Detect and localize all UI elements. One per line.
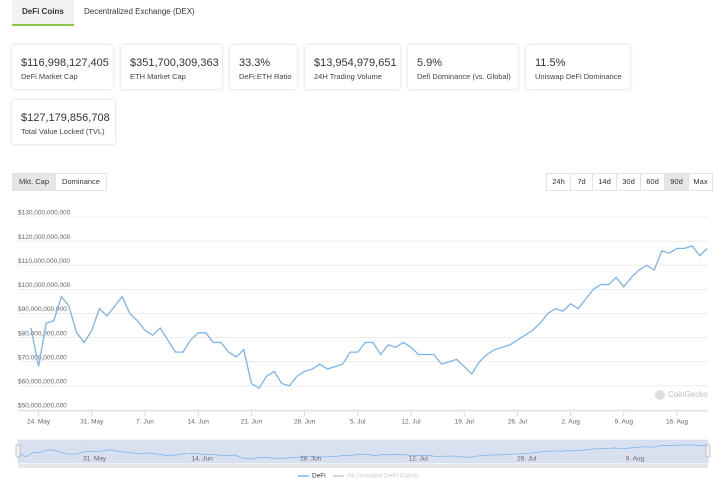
x-tick-label: 26. Jul	[508, 419, 528, 426]
credits-icon	[655, 390, 665, 400]
stat-label: 24H Trading Volume	[314, 72, 382, 81]
navigator-tick-label: 26. Jul	[517, 456, 537, 463]
stat-label: Uniswap DeFi Dominance	[535, 72, 622, 81]
range-button[interactable]: 30d	[616, 173, 641, 191]
x-tick-label: 16. Aug	[666, 419, 688, 426]
stat-card: 11.5% Uniswap DeFi Dominance	[526, 45, 630, 89]
stat-card: $127,179,856,708 Total Value Locked (TVL)	[12, 100, 115, 144]
stat-label: DeFi Market Cap	[21, 72, 78, 81]
x-tick-label: 9. Aug	[615, 419, 634, 426]
stat-card: 33.3% DeFi:ETH Ratio	[230, 45, 297, 89]
x-tick-label: 28. Jun	[294, 419, 316, 426]
y-tick-label: $90,000,000,000	[18, 306, 67, 313]
x-tick-label: 24. May	[27, 419, 51, 426]
mode-button[interactable]: Dominance	[55, 173, 107, 191]
x-tick-label: 14. Jun	[188, 419, 210, 426]
scrollbar	[18, 464, 708, 468]
navigator-tick-label: 14. Jun	[192, 456, 214, 463]
stat-card: $13,954,979,651 24H Trading Volume	[305, 45, 400, 89]
x-tick-label: 19. Jul	[455, 419, 475, 426]
navigator-line	[17, 444, 709, 460]
y-tick-label: $60,000,000,000	[18, 379, 67, 386]
y-tick-label: $50,000,000,000	[18, 403, 67, 410]
stat-card: 5.9% Defi Dominance (vs. Global)	[408, 45, 518, 89]
y-tick-label: $110,000,000,000	[18, 258, 70, 265]
y-tick-label: $100,000,000,000	[18, 282, 71, 289]
y-tick-label: $120,000,000,000	[18, 234, 71, 241]
data-line	[30, 245, 708, 390]
range-button[interactable]: Max	[688, 173, 713, 191]
navigator-tick-label: 12. Jul	[409, 456, 429, 463]
x-tick-label: 7. Jun	[136, 419, 154, 426]
legend-label: All (included DeFi Coins)	[347, 473, 419, 480]
stat-card: $116,998,127,405 DeFi Market Cap	[12, 45, 113, 89]
tab[interactable]: Decentralized Exchange (DEX)	[84, 7, 195, 16]
stat-value: $351,700,309,363	[130, 57, 219, 69]
tab[interactable]: DeFi Coins	[12, 0, 74, 26]
x-tick-label: 5. Jul	[350, 419, 366, 426]
stat-value: 11.5%	[535, 57, 566, 69]
credits: CoinGecko	[668, 390, 708, 399]
stat-value: $13,954,979,651	[314, 57, 397, 69]
navigator-tick-label: 28. Jun	[300, 456, 322, 463]
legend-label: DeFi	[312, 473, 326, 480]
stat-value: 5.9%	[417, 57, 443, 69]
stat-value: 33.3%	[239, 57, 271, 69]
x-tick-label: 12. Jul	[401, 419, 421, 426]
x-tick-label: 31. May	[80, 419, 104, 426]
x-tick-label: 21. Jun	[241, 419, 263, 426]
stat-label: ETH Market Cap	[130, 72, 186, 81]
stat-value: $116,998,127,405	[21, 57, 109, 69]
stat-card: $351,700,309,363 ETH Market Cap	[121, 45, 222, 89]
x-tick-label: 2. Aug	[561, 419, 580, 426]
navigator-tick-label: 31. May	[83, 456, 107, 463]
y-tick-label: $70,000,000,000	[18, 354, 67, 361]
navigator-handle	[705, 444, 711, 458]
y-tick-label: $80,000,000,000	[18, 330, 67, 337]
navigator-handle	[15, 444, 21, 458]
stat-label: Total Value Locked (TVL)	[21, 127, 105, 136]
y-tick-label: $130,000,000,000	[18, 210, 71, 217]
navigator-tick-label: 9. Aug	[626, 456, 645, 463]
stat-value: $127,179,856,708	[21, 112, 110, 124]
stat-label: DeFi:ETH Ratio	[239, 72, 292, 81]
stat-label: Defi Dominance (vs. Global)	[417, 72, 511, 81]
